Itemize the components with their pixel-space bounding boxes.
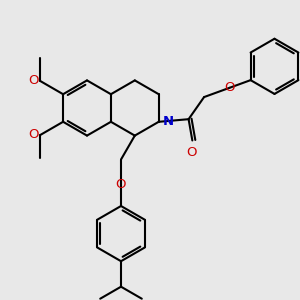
Text: O: O — [28, 128, 39, 142]
Text: N: N — [163, 115, 174, 128]
Text: O: O — [224, 81, 235, 94]
Text: O: O — [28, 74, 39, 88]
Text: O: O — [186, 146, 197, 160]
Text: O: O — [115, 178, 126, 190]
